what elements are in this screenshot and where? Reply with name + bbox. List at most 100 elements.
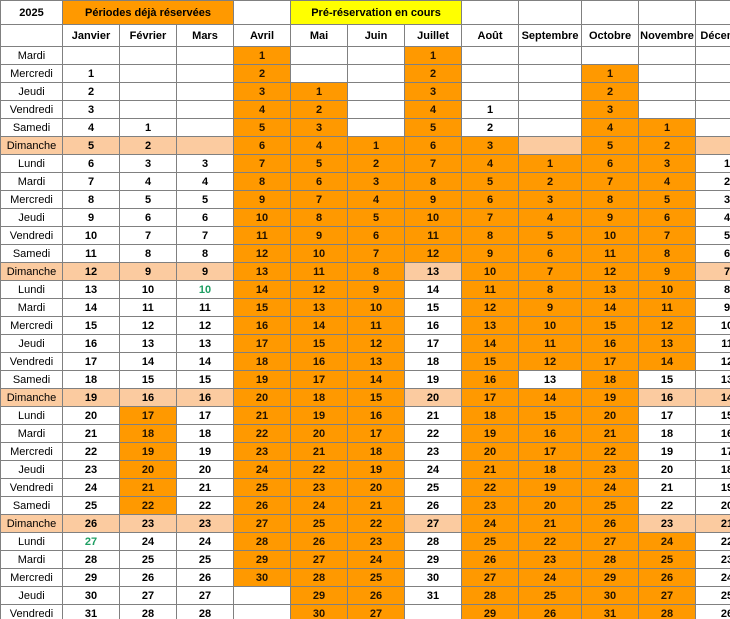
date-cell[interactable]: 23 (347, 532, 405, 551)
date-cell[interactable]: 14 (518, 388, 583, 407)
date-cell[interactable]: 27 (62, 532, 120, 551)
date-cell[interactable]: 1 (62, 64, 120, 83)
date-cell[interactable] (695, 46, 730, 65)
date-cell[interactable]: 3 (119, 154, 177, 173)
date-cell[interactable] (290, 64, 348, 83)
date-cell[interactable]: 8 (695, 280, 730, 299)
date-cell[interactable]: 24 (638, 532, 697, 551)
date-cell[interactable]: 2 (695, 172, 730, 191)
date-cell[interactable]: 8 (638, 244, 697, 263)
date-cell[interactable]: 10 (233, 208, 291, 227)
date-cell[interactable]: 4 (119, 172, 177, 191)
date-cell[interactable]: 17 (638, 406, 697, 425)
date-cell[interactable]: 25 (461, 532, 520, 551)
date-cell[interactable]: 3 (176, 154, 234, 173)
date-cell[interactable]: 23 (403, 442, 463, 461)
date-cell[interactable]: 18 (695, 460, 730, 479)
date-cell[interactable]: 12 (176, 316, 234, 335)
date-cell[interactable]: 22 (290, 460, 348, 479)
date-cell[interactable]: 4 (403, 100, 463, 119)
date-cell[interactable]: 19 (695, 478, 730, 497)
date-cell[interactable]: 29 (581, 568, 640, 587)
date-cell[interactable]: 27 (176, 586, 234, 605)
date-cell[interactable] (638, 100, 697, 119)
date-cell[interactable]: 15 (461, 352, 520, 371)
date-cell[interactable]: 7 (581, 172, 640, 191)
date-cell[interactable] (347, 46, 405, 65)
date-cell[interactable]: 5 (233, 118, 291, 137)
date-cell[interactable] (695, 82, 730, 101)
date-cell[interactable] (695, 100, 730, 119)
date-cell[interactable]: 8 (403, 172, 463, 191)
date-cell[interactable]: 25 (62, 496, 120, 515)
date-cell[interactable] (695, 64, 730, 83)
date-cell[interactable]: 2 (461, 118, 520, 137)
date-cell[interactable]: 25 (695, 586, 730, 605)
date-cell[interactable]: 28 (581, 550, 640, 569)
date-cell[interactable]: 19 (62, 388, 120, 407)
date-cell[interactable]: 20 (290, 424, 348, 443)
date-cell[interactable]: 9 (638, 262, 697, 281)
date-cell[interactable]: 19 (290, 406, 348, 425)
date-cell[interactable] (518, 118, 583, 137)
date-cell[interactable]: 16 (581, 334, 640, 353)
date-cell[interactable]: 21 (347, 496, 405, 515)
date-cell[interactable]: 20 (119, 460, 177, 479)
date-cell[interactable]: 21 (638, 478, 697, 497)
date-cell[interactable]: 27 (233, 514, 291, 533)
date-cell[interactable]: 25 (233, 478, 291, 497)
date-cell[interactable] (518, 82, 583, 101)
date-cell[interactable]: 11 (119, 298, 177, 317)
date-cell[interactable]: 5 (176, 190, 234, 209)
date-cell[interactable]: 3 (233, 82, 291, 101)
date-cell[interactable]: 6 (347, 226, 405, 245)
date-cell[interactable]: 11 (695, 334, 730, 353)
date-cell[interactable]: 5 (461, 172, 520, 191)
date-cell[interactable]: 16 (119, 388, 177, 407)
date-cell[interactable]: 4 (62, 118, 120, 137)
date-cell[interactable]: 3 (638, 154, 697, 173)
date-cell[interactable]: 16 (403, 316, 463, 335)
date-cell[interactable]: 2 (290, 100, 348, 119)
date-cell[interactable]: 30 (290, 604, 348, 619)
date-cell[interactable]: 22 (518, 532, 583, 551)
date-cell[interactable]: 8 (233, 172, 291, 191)
date-cell[interactable]: 17 (461, 388, 520, 407)
date-cell[interactable]: 4 (518, 208, 583, 227)
date-cell[interactable] (518, 64, 583, 83)
date-cell[interactable]: 8 (119, 244, 177, 263)
date-cell[interactable]: 3 (290, 118, 348, 137)
date-cell[interactable]: 24 (581, 478, 640, 497)
date-cell[interactable]: 24 (290, 496, 348, 515)
date-cell[interactable]: 18 (290, 388, 348, 407)
date-cell[interactable]: 2 (62, 82, 120, 101)
date-cell[interactable]: 10 (290, 244, 348, 263)
date-cell[interactable]: 5 (695, 226, 730, 245)
date-cell[interactable]: 29 (403, 550, 463, 569)
date-cell[interactable]: 9 (290, 226, 348, 245)
date-cell[interactable]: 27 (461, 568, 520, 587)
date-cell[interactable]: 3 (695, 190, 730, 209)
date-cell[interactable]: 6 (518, 244, 583, 263)
date-cell[interactable]: 17 (119, 406, 177, 425)
date-cell[interactable]: 20 (62, 406, 120, 425)
date-cell[interactable]: 5 (581, 136, 640, 155)
date-cell[interactable]: 24 (62, 478, 120, 497)
date-cell[interactable]: 23 (461, 496, 520, 515)
date-cell[interactable]: 4 (461, 154, 520, 173)
date-cell[interactable]: 21 (176, 478, 234, 497)
date-cell[interactable]: 17 (403, 334, 463, 353)
date-cell[interactable]: 7 (176, 226, 234, 245)
date-cell[interactable]: 1 (638, 118, 697, 137)
date-cell[interactable]: 14 (638, 352, 697, 371)
date-cell[interactable]: 21 (518, 514, 583, 533)
date-cell[interactable]: 9 (403, 190, 463, 209)
date-cell[interactable]: 13 (403, 262, 463, 281)
date-cell[interactable]: 11 (176, 298, 234, 317)
date-cell[interactable]: 5 (347, 208, 405, 227)
date-cell[interactable]: 5 (290, 154, 348, 173)
date-cell[interactable]: 13 (62, 280, 120, 299)
date-cell[interactable] (176, 136, 234, 155)
date-cell[interactable]: 14 (233, 280, 291, 299)
date-cell[interactable]: 4 (581, 118, 640, 137)
